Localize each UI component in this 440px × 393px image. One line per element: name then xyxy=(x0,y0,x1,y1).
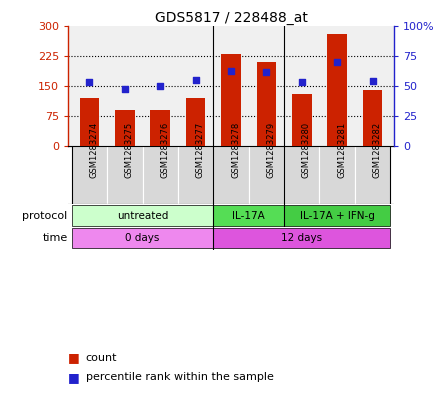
Point xyxy=(157,83,164,89)
Point xyxy=(192,76,199,83)
Text: GSM1283274: GSM1283274 xyxy=(89,122,99,178)
Bar xyxy=(72,145,107,204)
Text: GSM1283276: GSM1283276 xyxy=(160,122,169,178)
Bar xyxy=(363,90,382,145)
Text: count: count xyxy=(86,353,117,363)
Text: 0 days: 0 days xyxy=(125,233,160,243)
Bar xyxy=(284,145,319,204)
Bar xyxy=(355,145,390,204)
Bar xyxy=(80,97,99,145)
Text: GSM1283275: GSM1283275 xyxy=(125,122,134,178)
Bar xyxy=(150,110,170,145)
Text: GSM1283277: GSM1283277 xyxy=(196,122,205,178)
Bar xyxy=(115,110,135,145)
Bar xyxy=(107,145,143,204)
Bar xyxy=(178,145,213,204)
Point xyxy=(121,86,128,92)
Bar xyxy=(186,97,205,145)
Bar xyxy=(319,145,355,204)
Text: untreated: untreated xyxy=(117,211,168,220)
Bar xyxy=(327,34,347,145)
Text: 12 days: 12 days xyxy=(281,233,323,243)
Bar xyxy=(72,228,213,248)
Text: GSM1283278: GSM1283278 xyxy=(231,122,240,178)
Text: protocol: protocol xyxy=(22,211,67,220)
Text: GSM1283280: GSM1283280 xyxy=(302,122,311,178)
Bar xyxy=(284,206,390,226)
Bar xyxy=(143,145,178,204)
Text: GSM1283279: GSM1283279 xyxy=(266,122,275,178)
Bar xyxy=(249,145,284,204)
Text: GSM1283282: GSM1283282 xyxy=(373,122,381,178)
Point xyxy=(334,59,341,65)
Bar xyxy=(257,62,276,145)
Text: ■: ■ xyxy=(68,371,80,384)
Point xyxy=(86,79,93,85)
Point xyxy=(227,68,235,74)
Point xyxy=(298,79,305,85)
Bar xyxy=(213,145,249,204)
Bar xyxy=(292,94,312,145)
Bar xyxy=(221,54,241,145)
Text: time: time xyxy=(42,233,67,243)
Bar xyxy=(213,228,390,248)
Bar xyxy=(213,206,284,226)
Text: percentile rank within the sample: percentile rank within the sample xyxy=(86,372,274,382)
Bar xyxy=(72,206,213,226)
Point xyxy=(369,77,376,84)
Text: IL-17A: IL-17A xyxy=(232,211,265,220)
Title: GDS5817 / 228488_at: GDS5817 / 228488_at xyxy=(154,11,308,24)
Point xyxy=(263,69,270,75)
Text: ■: ■ xyxy=(68,351,80,364)
Text: IL-17A + IFN-g: IL-17A + IFN-g xyxy=(300,211,374,220)
Text: GSM1283281: GSM1283281 xyxy=(337,122,346,178)
